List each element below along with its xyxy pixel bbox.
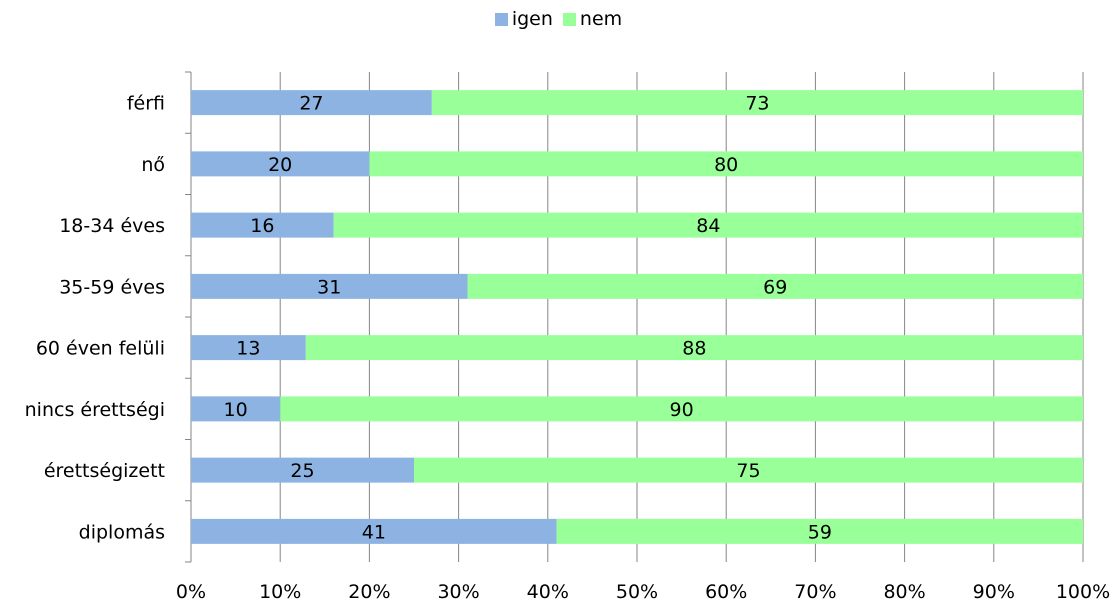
y-category-label: 60 éven felüli: [36, 338, 165, 360]
legend-item-igen: igen: [494, 6, 553, 32]
bar-nem: [333, 212, 1084, 238]
data-label-nem: 75: [736, 460, 760, 482]
data-label-nem: 80: [714, 154, 738, 176]
legend-swatch-nem: [562, 12, 576, 26]
y-category-label: nő: [141, 154, 165, 176]
legend: igen nem: [0, 6, 1117, 32]
x-tick-label: 90%: [973, 581, 1015, 603]
data-label-igen: 25: [290, 460, 314, 482]
legend-item-nem: nem: [562, 6, 623, 32]
bar-igen: [191, 151, 370, 177]
y-category-label: érettségizett: [44, 460, 165, 482]
data-label-nem: 59: [808, 521, 832, 543]
x-tick-label: 30%: [437, 581, 479, 603]
bar-nem: [369, 151, 1083, 177]
x-tick-label: 50%: [616, 581, 658, 603]
x-tick-label: 10%: [259, 581, 301, 603]
data-label-igen: 31: [317, 276, 341, 298]
bar-nem: [414, 457, 1083, 483]
data-label-nem: 88: [682, 338, 706, 360]
bar-nem: [467, 273, 1083, 299]
x-tick-label: 40%: [527, 581, 569, 603]
legend-swatch-igen: [494, 12, 508, 26]
data-label-igen: 20: [268, 154, 292, 176]
data-label-igen: 13: [236, 338, 260, 360]
y-category-label: nincs érettségi: [25, 399, 165, 421]
data-label-nem: 73: [745, 93, 769, 115]
data-label-nem: 84: [696, 215, 720, 237]
bar-nem: [305, 335, 1083, 361]
legend-label-nem: nem: [579, 8, 623, 30]
x-tick-label: 70%: [794, 581, 836, 603]
bar-igen: [191, 396, 281, 422]
data-label-nem: 69: [763, 276, 787, 298]
data-label-nem: 90: [670, 399, 694, 421]
x-tick-label: 20%: [348, 581, 390, 603]
legend-label-igen: igen: [511, 8, 553, 30]
x-tick-label: 0%: [176, 581, 206, 603]
x-tick-label: 80%: [883, 581, 925, 603]
bar-igen: [191, 335, 306, 361]
data-label-igen: 41: [362, 521, 386, 543]
y-category-label: 18-34 éves: [59, 215, 165, 237]
bar-igen: [191, 273, 468, 299]
y-category-label: férfi: [127, 93, 165, 115]
bar-igen: [191, 212, 334, 238]
data-label-igen: 16: [250, 215, 274, 237]
x-tick-label: 100%: [1056, 581, 1110, 603]
bar-igen: [191, 457, 414, 483]
data-label-igen: 10: [224, 399, 248, 421]
y-category-label: 35-59 éves: [59, 276, 165, 298]
data-label-igen: 27: [299, 93, 323, 115]
y-category-label: diplomás: [79, 521, 165, 543]
bar-nem: [280, 396, 1083, 422]
bar-igen: [191, 90, 432, 116]
bar-igen: [191, 518, 557, 544]
bar-nem: [431, 90, 1084, 116]
x-tick-label: 60%: [705, 581, 747, 603]
bar-nem: [556, 518, 1083, 544]
